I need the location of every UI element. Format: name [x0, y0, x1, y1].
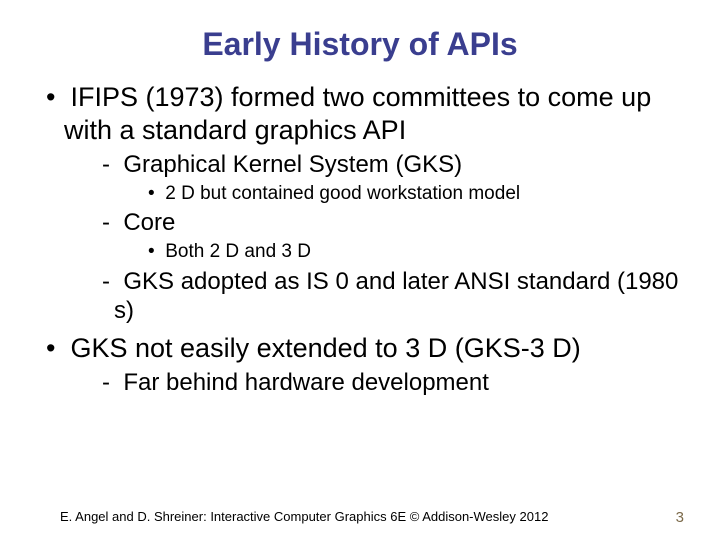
bullet-text: Core [123, 209, 175, 236]
bullet-text: Graphical Kernel System (GKS) [123, 151, 462, 178]
footer: E. Angel and D. Shreiner: Interactive Co… [0, 508, 720, 526]
bullet-lvl3: 2 D but contained good workstation model [144, 183, 680, 206]
bullet-text: Both 2 D and 3 D [165, 241, 311, 262]
bullet-lvl2: Graphical Kernel System (GKS) 2 D but co… [98, 151, 680, 206]
bullet-text: IFIPS (1973) formed two committees to co… [64, 82, 651, 145]
bullet-lvl2: Core Both 2 D and 3 D [98, 209, 680, 264]
bullet-lvl2: GKS adopted as IS 0 and later ANSI stand… [98, 268, 680, 326]
bullet-lvl3: Both 2 D and 3 D [144, 241, 680, 264]
bullet-list-lvl3: Both 2 D and 3 D [144, 241, 680, 264]
bullet-text: GKS not easily extended to 3 D (GKS-3 D) [70, 333, 580, 363]
slide: Early History of APIs IFIPS (1973) forme… [0, 0, 720, 540]
bullet-list-lvl2: Far behind hardware development [98, 369, 680, 398]
bullet-lvl1: IFIPS (1973) formed two committees to co… [40, 81, 680, 326]
bullet-list-lvl1: IFIPS (1973) formed two committees to co… [40, 81, 680, 397]
page-number: 3 [676, 509, 684, 526]
bullet-text: Far behind hardware development [123, 369, 489, 396]
slide-title: Early History of APIs [40, 26, 680, 63]
bullet-lvl2: Far behind hardware development [98, 369, 680, 398]
bullet-text: GKS adopted as IS 0 and later ANSI stand… [114, 268, 678, 324]
bullet-list-lvl2: Graphical Kernel System (GKS) 2 D but co… [98, 151, 680, 326]
footer-text: E. Angel and D. Shreiner: Interactive Co… [60, 509, 548, 524]
bullet-list-lvl3: 2 D but contained good workstation model [144, 183, 680, 206]
bullet-text: 2 D but contained good workstation model [165, 183, 520, 204]
bullet-lvl1: GKS not easily extended to 3 D (GKS-3 D)… [40, 332, 680, 398]
